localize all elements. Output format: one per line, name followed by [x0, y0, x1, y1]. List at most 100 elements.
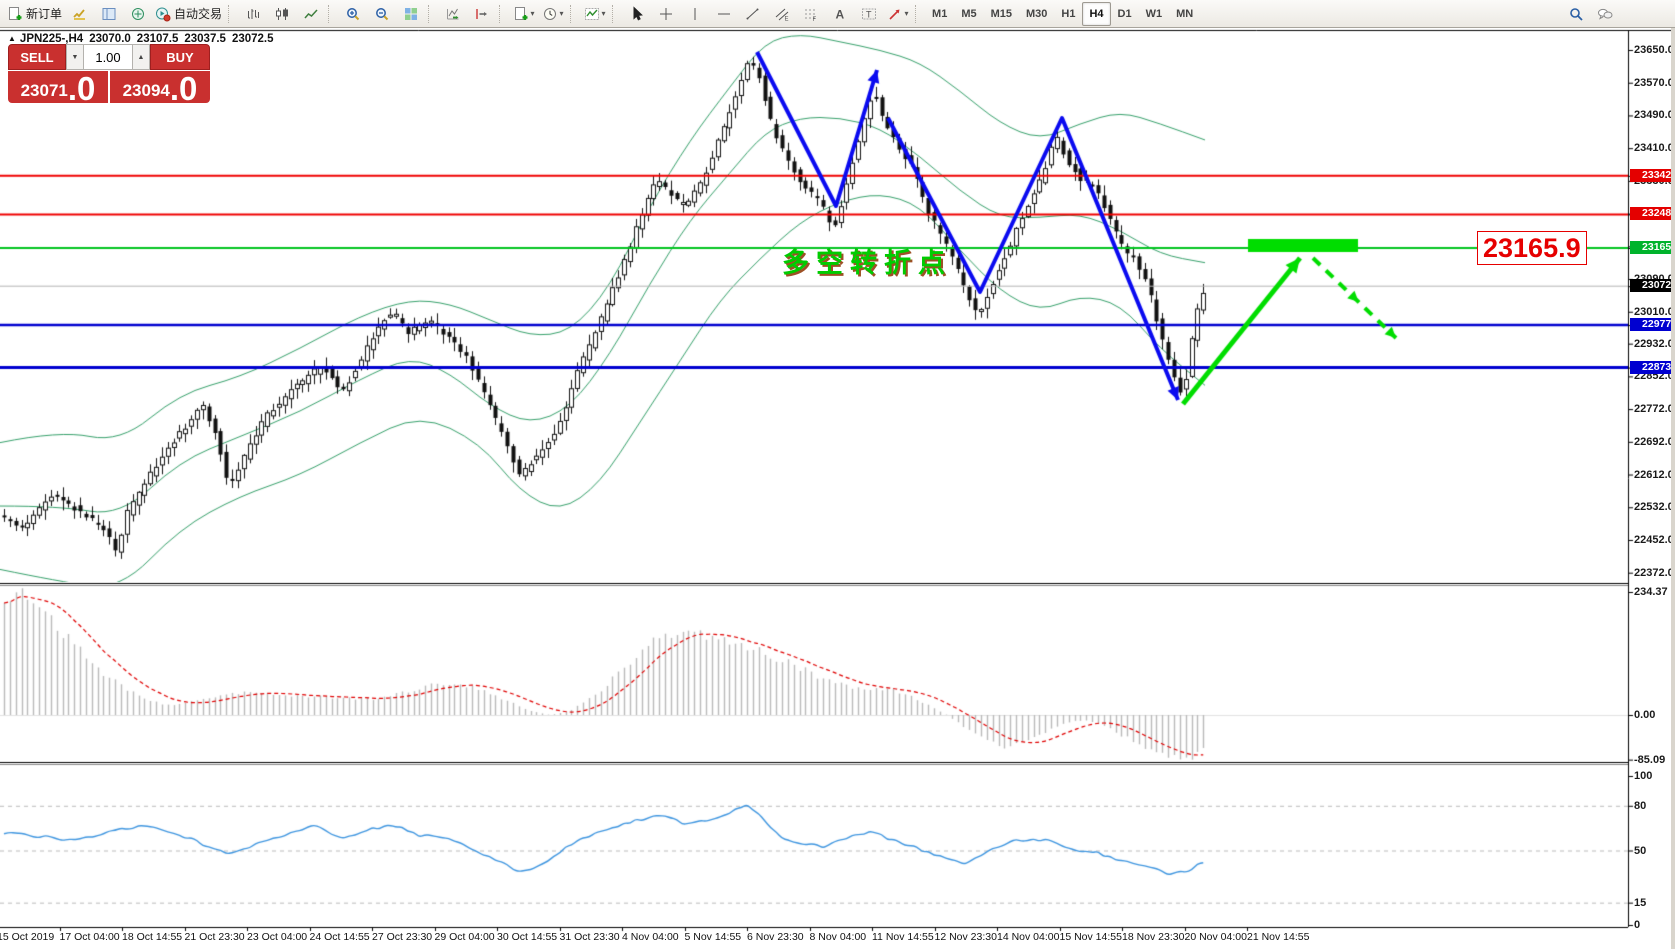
- channel-icon[interactable]: E: [767, 2, 796, 26]
- timeframe-m5-button[interactable]: M5: [961, 7, 977, 20]
- date-tick: 8 Nov 04:00: [809, 931, 867, 943]
- toolbar-separator: [328, 4, 333, 23]
- timeframe-d1-button[interactable]: D1: [1117, 7, 1132, 20]
- price-tick: 23650.0: [1634, 44, 1674, 56]
- date-tick: 18 Nov 23:30: [1122, 931, 1185, 943]
- trendline-icon[interactable]: [738, 2, 767, 26]
- date-tick: 24 Oct 14:55: [309, 931, 370, 943]
- volume-decrease-button[interactable]: ▼: [66, 44, 84, 70]
- rsi-tick: 80: [1634, 799, 1647, 812]
- date-tick: 6 Nov 23:30: [747, 931, 804, 943]
- date-tick: 31 Oct 23:30: [559, 931, 620, 943]
- text-icon[interactable]: A: [825, 2, 854, 26]
- timeframe-m1-button[interactable]: M1: [932, 7, 948, 20]
- volume-input[interactable]: [84, 44, 132, 70]
- svg-text:F: F: [812, 17, 816, 22]
- buy-price-frac: .0: [169, 70, 198, 107]
- market-watch-icon[interactable]: [65, 2, 94, 26]
- price-tick: 23490.0: [1634, 109, 1674, 122]
- bar-chart-icon[interactable]: [238, 2, 267, 26]
- price-line-tag: 23165.9: [1630, 240, 1675, 254]
- rsi-tick: 0: [1634, 919, 1641, 931]
- toolbar-separator: [428, 4, 433, 23]
- price-line-tag: 23072.5: [1630, 279, 1675, 293]
- search-icon[interactable]: [1561, 2, 1590, 26]
- horizontal-line-icon[interactable]: [709, 2, 738, 26]
- date-tick: 29 Oct 04:00: [434, 931, 495, 943]
- crosshair-icon[interactable]: [651, 2, 680, 26]
- price-tick: 22372.0: [1634, 566, 1674, 579]
- pivot-annotation-text[interactable]: 多空转折点: [782, 248, 952, 278]
- timeframe-w1-button[interactable]: W1: [1145, 7, 1163, 20]
- price-tick: 23410.0: [1634, 142, 1674, 155]
- price-tick: 23010.0: [1634, 305, 1674, 318]
- zoom-in-icon[interactable]: [338, 2, 367, 26]
- sell-price-frac: .0: [67, 70, 96, 107]
- fibonacci-icon[interactable]: F: [796, 2, 825, 26]
- date-tick: 27 Oct 23:30: [372, 931, 433, 943]
- navigator-icon[interactable]: [94, 2, 123, 26]
- toolbar-separator: [499, 4, 504, 23]
- indicators-icon[interactable]: [580, 2, 609, 26]
- rsi-tick: 15: [1634, 896, 1647, 909]
- buy-button[interactable]: BUY: [150, 44, 210, 70]
- new-chart-icon[interactable]: [509, 2, 538, 26]
- timeframe-h1-button[interactable]: H1: [1061, 7, 1076, 20]
- price-tick: 22772.0: [1634, 403, 1674, 416]
- auto-scroll-icon[interactable]: [438, 2, 467, 26]
- price-annotation-label[interactable]: 23165.9: [1477, 231, 1587, 265]
- autotrading-icon[interactable]: 自动交易: [152, 2, 225, 26]
- one-click-trading-panel: SELL ▼ ▲ BUY 23071.0 23094.0: [8, 44, 210, 107]
- toolbar-separator: [915, 4, 920, 23]
- profiles-icon[interactable]: [538, 2, 567, 26]
- sell-button[interactable]: SELL: [8, 44, 66, 70]
- zoom-out-icon[interactable]: [367, 2, 396, 26]
- timeframe-h4-button[interactable]: H4: [1082, 1, 1111, 26]
- sell-price[interactable]: 23071.0: [8, 70, 108, 107]
- line-chart-icon[interactable]: [296, 2, 325, 26]
- toolbar-separator: [570, 4, 575, 23]
- shapes-icon[interactable]: [883, 2, 912, 26]
- date-tick: 23 Oct 04:00: [247, 931, 308, 943]
- date-tick: 15 Oct 2019: [0, 931, 55, 943]
- ohlc-high: 23107.5: [136, 33, 179, 45]
- timeframe-mn-button[interactable]: MN: [1176, 7, 1194, 20]
- toolbar-separator: [228, 4, 233, 23]
- date-tick: 11 Nov 14:55: [872, 931, 934, 943]
- timeframe-m15-button[interactable]: M15: [990, 7, 1012, 20]
- chat-icon[interactable]: [1590, 2, 1619, 26]
- svg-text:A: A: [835, 7, 844, 21]
- new-order-icon[interactable]: 新订单: [4, 2, 65, 26]
- price-line-tag: 22977.4: [1630, 318, 1675, 332]
- date-tick: 18 Oct 14:55: [122, 931, 183, 943]
- timeframe-m30-button[interactable]: M30: [1026, 7, 1048, 20]
- buy-price-int: 23094: [122, 81, 170, 100]
- volume-increase-button[interactable]: ▲: [132, 44, 150, 70]
- symbol-info-bar: ▲ JPN225-,H4 23070.0 23107.5 23037.5 23072.5: [8, 33, 280, 45]
- date-tick: 12 Nov 23:30: [934, 931, 997, 943]
- date-tick: 5 Nov 14:55: [684, 931, 742, 943]
- date-tick: 15 Nov 14:55: [1059, 931, 1122, 943]
- date-tick: 20 Nov 04:00: [1184, 931, 1247, 943]
- tile-windows-icon[interactable]: [396, 2, 425, 26]
- rsi-tick: 50: [1634, 844, 1647, 857]
- symbol-expand-icon[interactable]: ▲: [8, 34, 16, 43]
- text-label-icon[interactable]: T: [854, 2, 883, 26]
- price-tick: 22452.0: [1634, 533, 1674, 546]
- data-window-icon[interactable]: [123, 2, 152, 26]
- vertical-line-icon[interactable]: [680, 2, 709, 26]
- macd-tick: 0.00: [1634, 709, 1656, 721]
- price-tick: 22532.0: [1634, 501, 1674, 514]
- ohlc-open: 23070.0: [89, 33, 131, 45]
- date-tick: 21 Oct 23:30: [184, 931, 245, 943]
- toolbar-separator: [612, 4, 617, 23]
- candle-chart-icon[interactable]: [267, 2, 296, 26]
- window-edge-strip: [1671, 28, 1675, 949]
- svg-text:T: T: [866, 9, 872, 19]
- chart-shift-icon[interactable]: [467, 2, 496, 26]
- price-line-tag: 23342.3: [1630, 168, 1675, 182]
- cursor-icon[interactable]: [622, 2, 651, 26]
- price-tick: 23570.0: [1634, 76, 1674, 89]
- buy-price[interactable]: 23094.0: [110, 70, 210, 107]
